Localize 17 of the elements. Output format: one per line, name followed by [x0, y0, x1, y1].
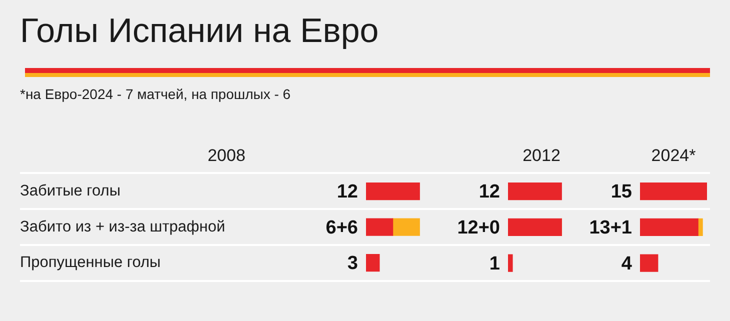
text: Голы Испании на Евро [20, 12, 379, 51]
y-tick-label: Пропущенные голы [20, 254, 161, 272]
data-label: 4 [621, 253, 632, 274]
data-label: 6+6 [326, 217, 358, 238]
data-label: 12 [336, 182, 358, 203]
y-tick-label: Забитые голы [20, 182, 120, 200]
data-label: 12+0 [457, 217, 500, 238]
data-label: 12 [478, 182, 500, 203]
data-label: 13+1 [589, 217, 632, 238]
chart-title: 2012 [522, 146, 560, 165]
text: 2008 [208, 146, 246, 165]
y-tick-label: Забито из + из-за штрафной [20, 218, 226, 236]
data-label: 1 [489, 253, 500, 274]
data-label: 15 [610, 182, 632, 203]
data-label: 3 [347, 253, 358, 274]
chart-title: 2024* [651, 146, 696, 165]
text: *на Евро-2024 - 7 матчей, на прошлых - 6 [20, 86, 291, 102]
